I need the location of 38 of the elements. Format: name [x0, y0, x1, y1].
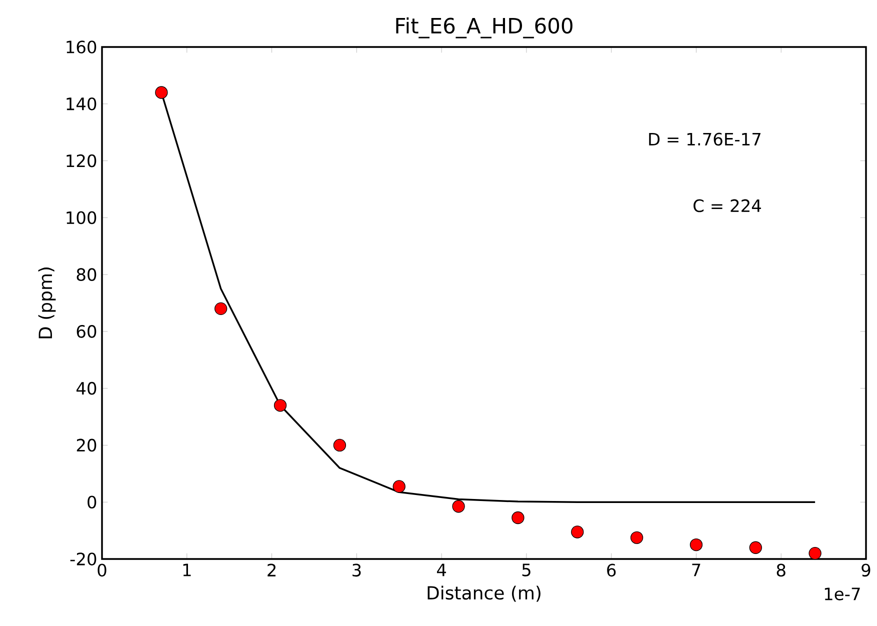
y-axis-title: D (ppm): [38, 268, 56, 338]
x-tick-label: 5: [522, 564, 530, 576]
x-tick-label: 9: [862, 564, 870, 577]
x-axis-title: Distance (m): [428, 586, 540, 602]
point: [571, 526, 584, 538]
point: [808, 546, 822, 560]
text: 1e-7: [824, 588, 860, 600]
point: [630, 531, 644, 544]
point: [333, 438, 346, 452]
point: [392, 480, 406, 493]
y-tick-label: 0: [88, 496, 96, 509]
annotation: D = 1.76E-17: [649, 132, 760, 146]
x-tick-label: 7: [692, 564, 700, 576]
point: [512, 511, 524, 524]
chart-title: Fit_E6_A_HD_600: [396, 17, 572, 38]
x-tick-label: 2: [268, 564, 276, 576]
y-tick-label: 20: [76, 438, 96, 452]
y-tick-label: 120: [66, 154, 96, 168]
x-tick-label: 6: [607, 564, 616, 577]
annotation: C = 224: [694, 199, 761, 212]
y-tick-label: 160: [66, 40, 96, 54]
y-tick-label: 60: [76, 325, 96, 338]
point: [155, 86, 168, 99]
y-tick-label: 100: [66, 211, 96, 224]
y-tick-label: 80: [76, 268, 96, 281]
x-tick-label: 8: [776, 564, 786, 577]
point: [452, 500, 465, 513]
y-tick-label: 40: [76, 382, 96, 395]
x-tick-label: 3: [352, 564, 361, 577]
y-tick-label: -20: [70, 552, 96, 566]
point: [749, 541, 762, 554]
x-tick-label: 1: [183, 564, 191, 576]
x-tick-label: 0: [98, 564, 106, 577]
point: [690, 538, 703, 552]
x-tick-label: 4: [436, 564, 446, 576]
y-tick-label: 140: [66, 97, 96, 110]
point: [214, 302, 228, 316]
point: [274, 399, 287, 412]
